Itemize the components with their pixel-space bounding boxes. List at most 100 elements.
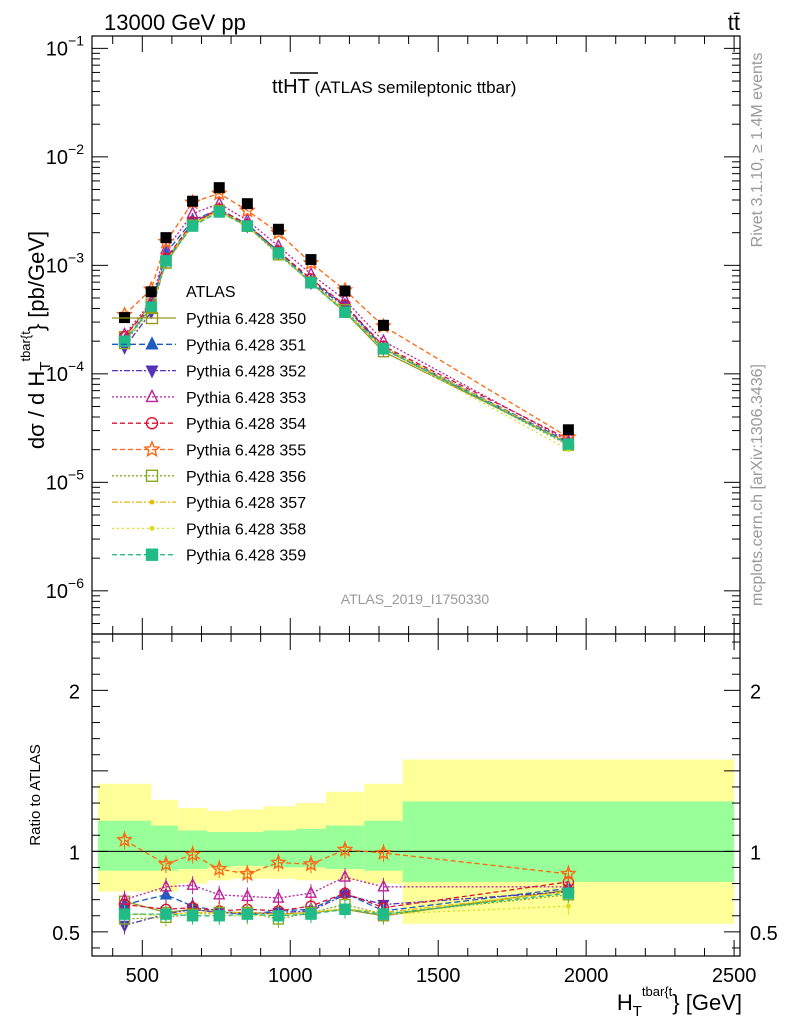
data-point	[562, 438, 575, 450]
data-point	[336, 840, 354, 857]
panel-frames	[91, 35, 741, 957]
data-point	[149, 499, 155, 505]
data-point	[157, 855, 175, 872]
data-point	[270, 853, 287, 870]
ratio-y-tick-label: 0.5	[52, 923, 80, 945]
y-tick-label: 10−5	[46, 466, 84, 494]
legend-label: Pythia 6.428 357	[186, 495, 306, 512]
data-point	[338, 292, 352, 305]
data-point	[145, 469, 159, 482]
legend-entry: Pythia 6.428 353	[112, 388, 306, 407]
data-point	[302, 855, 320, 872]
data-point	[272, 910, 285, 922]
band-inner-segment	[207, 832, 232, 868]
series-line	[124, 839, 569, 875]
data-point	[145, 388, 159, 403]
series-line	[124, 881, 569, 912]
data-point	[184, 845, 202, 862]
ratio-panel-curves	[116, 831, 577, 935]
data-point	[160, 232, 172, 244]
legend-label-data: ATLAS	[186, 284, 236, 301]
data-point	[305, 277, 317, 289]
ratio-y-tick-label-right: 0.5	[750, 923, 778, 945]
legend-label: Pythia 6.428 354	[186, 416, 306, 433]
series-line	[124, 887, 569, 915]
data-point	[213, 206, 225, 218]
x-axis-label: HTtbar{t} [GeV]	[617, 984, 742, 1020]
data-point	[118, 335, 131, 347]
main-series-9	[118, 206, 575, 450]
data-point	[143, 440, 161, 458]
data-point	[187, 195, 199, 207]
main-frame	[91, 35, 741, 635]
main-data-points	[119, 182, 574, 436]
x-tick-label: 2500	[712, 965, 757, 987]
legend-entry: Pythia 6.428 351	[112, 336, 306, 354]
title-main: tt	[272, 76, 284, 98]
data-point	[160, 255, 172, 267]
y-tick-label: 10−6	[46, 575, 84, 603]
analysis-id: ATLAS_2019_I1750330	[341, 591, 490, 607]
ratio-y-tick-label-right: 1	[750, 842, 761, 864]
ratio-uncertainty-bands	[92, 759, 740, 924]
band-inner-segment	[151, 825, 178, 871]
data-point	[305, 908, 317, 920]
svg-text:ttHT (ATLAS semileptonic ttbar: ttHT (ATLAS semileptonic ttbar)	[272, 76, 516, 98]
data-point	[160, 908, 172, 920]
data-point	[213, 182, 225, 194]
data-point	[377, 879, 390, 892]
series-line	[123, 211, 569, 445]
ratio-y-axis-label: Ratio to ATLAS	[27, 744, 44, 845]
data-point	[377, 319, 389, 331]
ratio-series-5	[116, 831, 577, 883]
legend-entry: Pythia 6.428 357	[112, 495, 306, 512]
legend-entry: Pythia 6.428 358	[112, 521, 306, 538]
x-tick-label: 2000	[564, 965, 609, 987]
legend-label: Pythia 6.428 352	[186, 364, 306, 381]
data-point	[375, 844, 392, 861]
ratio-y-tick-label: 1	[69, 842, 80, 864]
series-line	[124, 208, 569, 440]
data-point	[159, 879, 173, 892]
beam-label: 13000 GeV pp	[104, 10, 246, 35]
series-line	[124, 890, 569, 927]
series-line	[124, 892, 569, 917]
legend-entry: Pythia 6.428 355	[112, 440, 306, 460]
data-point	[213, 910, 225, 922]
data-point	[145, 311, 159, 325]
data-point	[339, 306, 351, 318]
y-tick-label: 10−3	[46, 249, 84, 277]
data-point	[145, 365, 159, 379]
data-point	[338, 869, 352, 882]
legend-label: Pythia 6.428 355	[186, 443, 306, 460]
data-point	[145, 548, 159, 561]
data-point	[239, 865, 256, 882]
title-over: HT	[283, 76, 310, 98]
data-point	[145, 417, 159, 430]
legend: ATLAS Pythia 6.428 350 Pythia 6.428 351 Py…	[112, 284, 306, 565]
data-point	[145, 301, 157, 314]
legend-entry: Pythia 6.428 359	[112, 548, 306, 565]
data-point	[377, 343, 390, 355]
data-point	[562, 887, 575, 899]
legend-entry: Pythia 6.428 352	[112, 364, 306, 381]
y-tick-label: 10−2	[46, 141, 84, 169]
mcplots-label: mcplots.cern.ch [arXiv:1306.3436]	[749, 364, 766, 606]
data-point	[339, 285, 351, 297]
legend-label: Pythia 6.428 356	[186, 469, 306, 486]
x-tick-label: 500	[126, 965, 159, 987]
axis-tick-labels: 10−610−510−410−310−210−10.5 0.51 12 2500 100…	[46, 32, 778, 987]
title-rest: (ATLAS semileptonic ttbar)	[310, 78, 517, 97]
legend-label: Pythia 6.428 359	[186, 548, 306, 565]
data-point	[241, 198, 253, 210]
main-panel-curves	[116, 182, 577, 453]
band-inner-segment	[263, 830, 297, 868]
data-point	[186, 910, 199, 922]
main-y-axis-label: dσ / d HTtbar{t} [pb/GeV]	[18, 231, 54, 449]
legend-entry: Pythia 6.428 354	[112, 416, 306, 433]
series-line	[124, 876, 569, 901]
data-point	[241, 908, 254, 920]
process-label: tt̄	[728, 10, 740, 35]
legend-label: Pythia 6.428 353	[186, 390, 306, 407]
